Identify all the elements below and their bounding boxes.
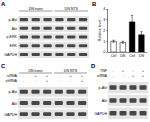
- svg-text:+: +: [132, 74, 134, 78]
- svg-text:4: 4: [103, 7, 105, 11]
- svg-text:+: +: [81, 79, 83, 83]
- svg-text:DN trans: DN trans: [29, 7, 43, 11]
- svg-text:Ctrl: Ctrl: [129, 54, 135, 58]
- svg-text:DN NTS: DN NTS: [65, 7, 79, 11]
- svg-text:GAPDH: GAPDH: [94, 112, 107, 116]
- svg-text:-: -: [23, 79, 25, 83]
- svg-text:p-ERK: p-ERK: [6, 35, 17, 39]
- svg-text:B: B: [92, 1, 97, 7]
- svg-text:DN NTS: DN NTS: [64, 69, 78, 73]
- svg-text:+: +: [46, 74, 48, 78]
- svg-text:+: +: [81, 74, 83, 78]
- svg-text:Akt: Akt: [102, 99, 107, 103]
- svg-text:TNF: TNF: [100, 69, 108, 73]
- svg-text:p-Akt: p-Akt: [99, 86, 107, 90]
- svg-text:2: 2: [103, 29, 105, 33]
- svg-text:GAPDH: GAPDH: [4, 53, 17, 57]
- svg-text:+: +: [122, 69, 124, 73]
- svg-text:-: -: [122, 74, 124, 78]
- svg-text:siRNA: siRNA: [7, 74, 18, 78]
- svg-text:DN: DN: [120, 54, 126, 58]
- svg-text:-: -: [112, 74, 114, 78]
- svg-text:shRNA: shRNA: [6, 79, 18, 83]
- svg-text:+: +: [142, 69, 144, 73]
- svg-text:+: +: [142, 74, 144, 78]
- svg-text:GAPDH: GAPDH: [4, 113, 17, 117]
- svg-text:A: A: [1, 1, 6, 7]
- svg-text:Ctrl: Ctrl: [111, 54, 117, 58]
- svg-text:p-Akt: p-Akt: [9, 90, 17, 94]
- svg-text:-: -: [112, 69, 114, 73]
- svg-text:-: -: [70, 79, 72, 83]
- svg-text:Relative level: Relative level: [98, 20, 102, 42]
- svg-text:-: -: [35, 79, 37, 83]
- svg-text:-: -: [132, 69, 134, 73]
- svg-text:-: -: [58, 74, 60, 78]
- svg-text:+: +: [69, 74, 71, 78]
- svg-text:DN: DN: [139, 54, 145, 58]
- svg-text:-: -: [23, 74, 25, 78]
- svg-text:+: +: [34, 74, 36, 78]
- svg-text:C: C: [1, 63, 6, 69]
- svg-text:1: 1: [103, 40, 105, 44]
- svg-text:Akt: Akt: [12, 102, 17, 106]
- svg-text:+: +: [46, 79, 48, 83]
- svg-text:Akt: Akt: [12, 27, 17, 31]
- svg-text:0: 0: [103, 50, 105, 54]
- svg-text:3: 3: [103, 18, 105, 22]
- svg-text:-: -: [58, 79, 60, 83]
- svg-text:D: D: [91, 63, 96, 69]
- svg-text:p-Akt: p-Akt: [9, 18, 17, 22]
- svg-text:ERK: ERK: [10, 44, 18, 48]
- svg-text:DN trans: DN trans: [28, 69, 42, 73]
- svg-text:siRNA: siRNA: [97, 74, 108, 78]
